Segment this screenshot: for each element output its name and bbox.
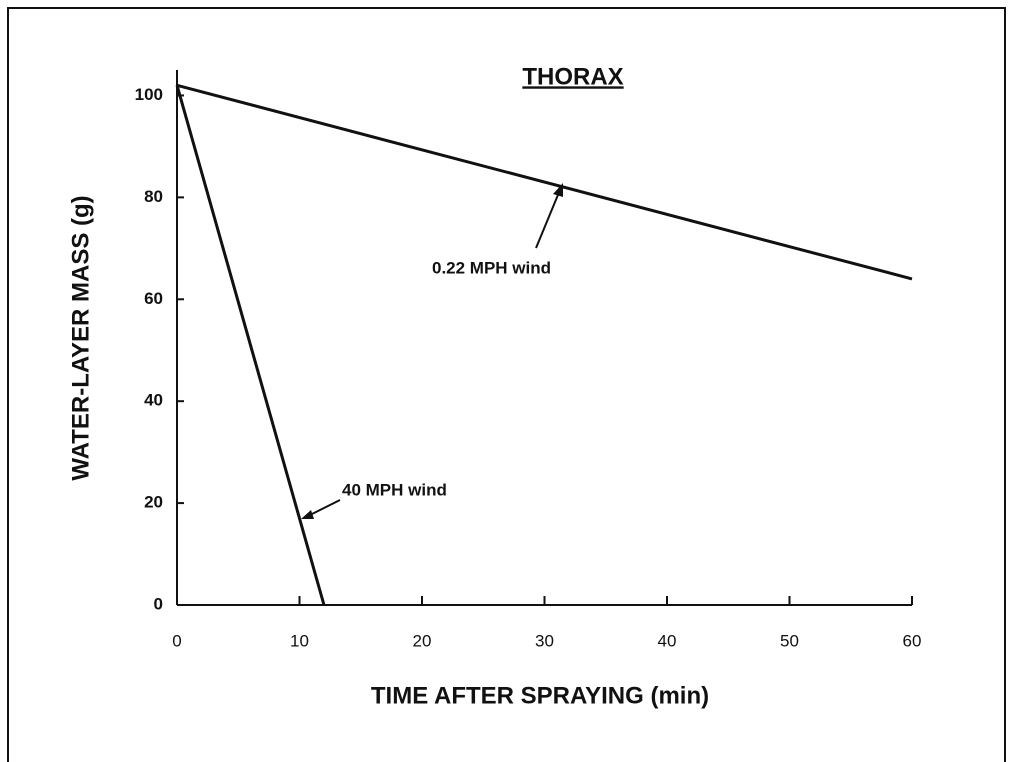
frame xyxy=(7,7,1006,762)
y-tick-label: 60 xyxy=(144,289,163,308)
x-tick-label: 30 xyxy=(535,631,554,650)
x-axis-title: TIME AFTER SPRAYING (min) xyxy=(371,682,709,709)
y-tick-label: 0 xyxy=(154,594,163,613)
y-tick-label: 100 xyxy=(135,85,163,104)
y-tick-label: 40 xyxy=(144,391,163,410)
line xyxy=(176,83,913,281)
x-tick-label: 50 xyxy=(780,631,799,650)
x-tick-label: 40 xyxy=(658,631,677,650)
chart-title: THORAX xyxy=(522,63,623,90)
line xyxy=(175,84,326,606)
series-label: 0.22 MPH wind xyxy=(432,258,551,277)
x-tick-label: 60 xyxy=(903,631,922,650)
x-tick-label: 20 xyxy=(413,631,432,650)
x-tick-label: 10 xyxy=(290,631,309,650)
y-axis-title: WATER-LAYER MASS (g) xyxy=(67,195,94,480)
x-tick-label: 0 xyxy=(172,631,181,650)
y-tick-label: 80 xyxy=(144,187,163,206)
series-label: 40 MPH wind xyxy=(342,480,447,499)
y-tick-label: 20 xyxy=(144,493,163,512)
arrows xyxy=(301,183,563,519)
